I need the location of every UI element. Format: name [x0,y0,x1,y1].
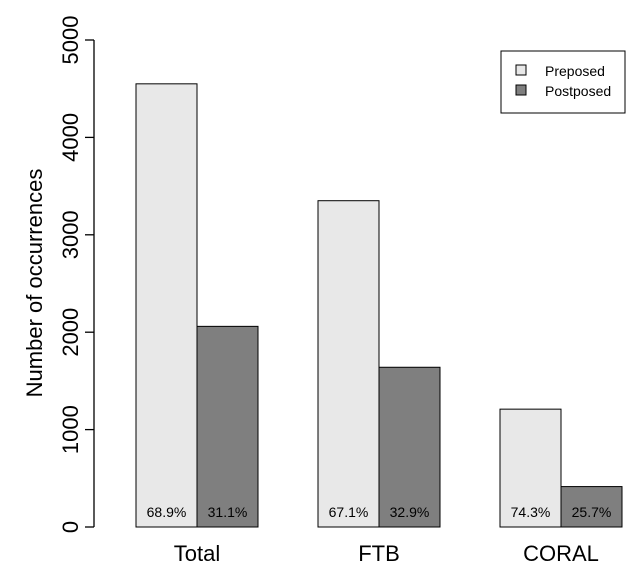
bar-preposed-coral [499,408,562,528]
legend-box [500,50,626,114]
bar-preposed-ftb [317,200,380,528]
bar-postposed-coral [560,486,623,528]
y-axis-label: Number of occurrences [22,169,47,398]
x-category-label: CORAL [523,541,599,565]
category-labels: Total FTB CORAL [174,541,599,565]
bars: 68.9% 31.1% 67.1% 32.9% 74.3% 25.7% [135,83,623,528]
data-label: 68.9% [147,504,187,520]
legend-label-postposed: Postposed [545,83,611,99]
y-tick-label: 2000 [58,308,83,357]
legend-label-preposed: Preposed [545,63,605,79]
bar-preposed-total [135,83,198,528]
data-label: 32.9% [390,504,430,520]
x-category-label: FTB [358,541,400,565]
data-label: 31.1% [208,504,248,520]
y-tick-label: 5000 [58,16,83,65]
y-tick-label: 3000 [58,210,83,259]
bar-postposed-ftb [378,366,441,528]
x-category-label: Total [174,541,220,565]
legend-swatch-preposed [515,64,527,76]
data-label: 74.3% [511,504,551,520]
data-label: 25.7% [572,504,612,520]
bar-postposed-total [196,325,259,528]
legend-swatch-postposed [515,84,527,96]
data-label: 67.1% [329,504,369,520]
y-axis: 0 1000 2000 3000 4000 5000 [58,16,95,533]
y-tick-label: 1000 [58,405,83,454]
legend: Preposed Postposed [500,50,626,114]
y-tick-label: 4000 [58,113,83,162]
y-tick-label: 0 [58,521,83,533]
